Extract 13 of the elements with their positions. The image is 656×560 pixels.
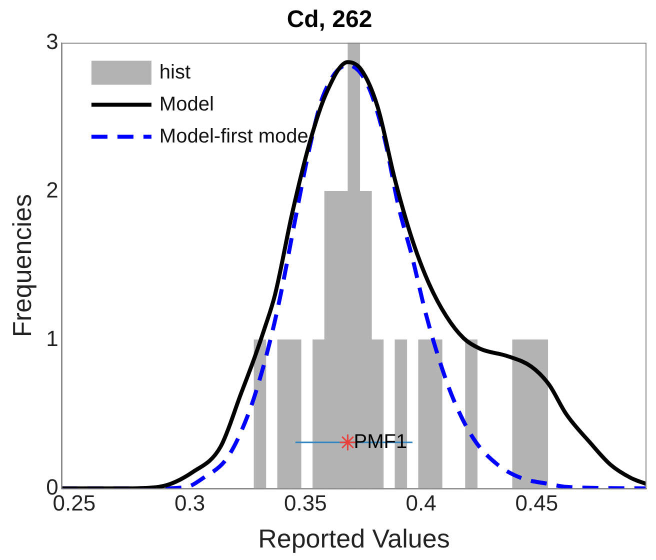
y-tick-label: 3 [46,28,58,54]
x-tick-label: 0.4 [406,490,436,516]
y-tick-label: 1 [46,326,58,351]
y-tick-label: 2 [46,177,58,202]
x-tick-label: 0.3 [174,490,206,516]
x-tick-label: 0.35 [284,490,327,516]
legend-label: hist [159,61,191,84]
x-axis-title: Reported Values [258,524,450,554]
legend-label: Model-first mode [159,125,308,148]
chart-title: Cd, 262 [286,6,372,34]
x-tick-label: 0.45 [515,490,558,516]
legend-label: Model [159,93,214,116]
y-axis-title: Frequencies [6,194,37,338]
